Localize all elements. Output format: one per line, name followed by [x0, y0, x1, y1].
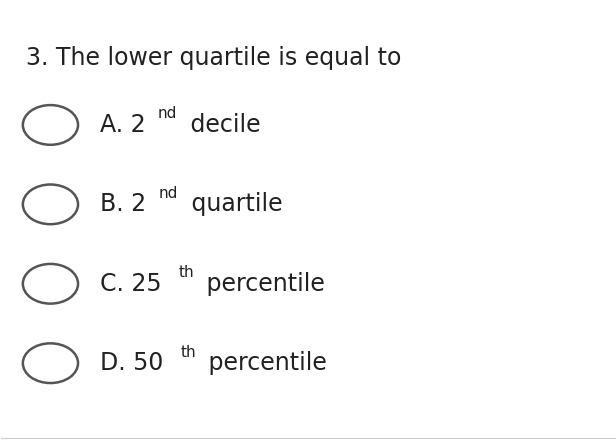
- Text: C. 25: C. 25: [100, 272, 161, 296]
- Text: nd: nd: [159, 186, 178, 201]
- Text: decile: decile: [183, 113, 261, 137]
- Text: percentile: percentile: [201, 351, 327, 375]
- Text: quartile: quartile: [184, 192, 282, 216]
- Text: th: th: [179, 265, 194, 280]
- Text: nd: nd: [158, 107, 177, 121]
- Text: D. 50: D. 50: [100, 351, 163, 375]
- Text: 3. The lower quartile is equal to: 3. The lower quartile is equal to: [26, 46, 401, 70]
- Text: B. 2: B. 2: [100, 192, 145, 216]
- Text: th: th: [181, 345, 197, 360]
- Text: percentile: percentile: [199, 272, 325, 296]
- Text: A. 2: A. 2: [100, 113, 145, 137]
